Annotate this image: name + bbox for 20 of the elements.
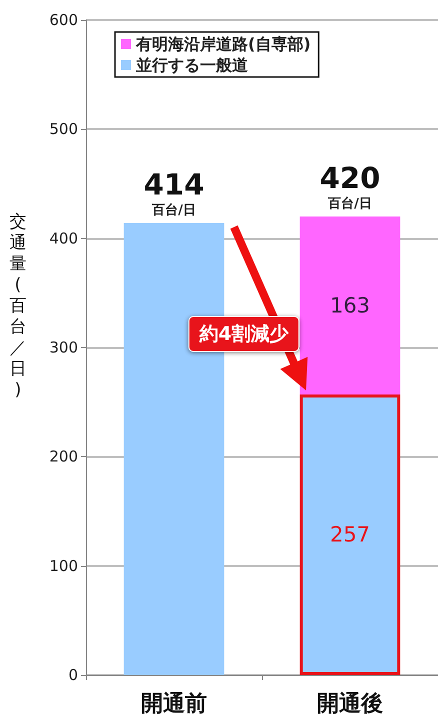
total-label: 414 [144,168,204,202]
data-label: 257 [330,522,370,547]
y-tick-label: 300 [49,338,78,356]
annotation: 約4割減少 [188,316,300,352]
total-label: 420 [320,161,380,195]
annotation: 百台/日 [151,202,196,218]
bar [300,394,400,675]
x-tick-label: 開通前 [141,692,207,716]
text: 交通量(百台／日) [10,212,26,400]
y-tick-label: 0 [68,666,78,684]
data-label: 163 [330,293,370,318]
legend-label: 並行する一般道 [135,56,249,74]
y-tick-label: 200 [49,448,78,466]
x-tick-label: 開通後 [317,692,383,716]
y-tick-label: 400 [49,229,78,248]
y-tick-label: 100 [49,556,78,575]
y-tick-label: 500 [49,120,78,138]
annotation: 百台/日 [327,196,372,212]
y-tick-label: 600 [49,11,78,29]
legend-label: 有明海沿岸道路(自専部) [135,34,311,54]
